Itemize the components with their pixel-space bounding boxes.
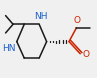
Text: O: O <box>83 50 90 59</box>
Text: NH: NH <box>34 12 48 21</box>
Text: HN: HN <box>2 44 16 53</box>
Text: O: O <box>74 16 81 25</box>
